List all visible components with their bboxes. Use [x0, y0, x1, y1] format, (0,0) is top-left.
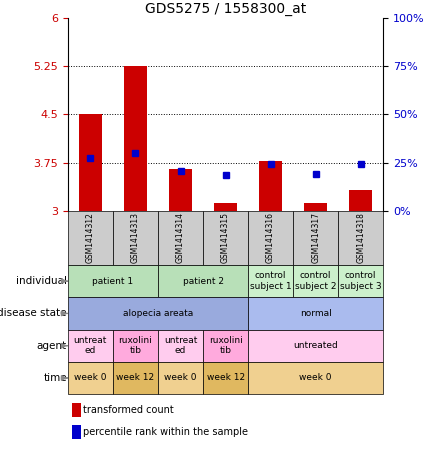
Bar: [169, 169, 192, 211]
Text: control
subject 3: control subject 3: [340, 271, 381, 291]
Text: percentile rank within the sample: percentile rank within the sample: [83, 427, 248, 437]
Text: GSM1414313: GSM1414313: [131, 212, 140, 263]
Bar: [72, 425, 81, 439]
FancyBboxPatch shape: [68, 211, 113, 265]
Text: week 12: week 12: [206, 373, 245, 382]
Text: week 0: week 0: [74, 373, 107, 382]
FancyBboxPatch shape: [113, 330, 158, 362]
Bar: [72, 403, 81, 417]
Text: untreated: untreated: [293, 341, 338, 350]
FancyBboxPatch shape: [68, 265, 158, 297]
FancyBboxPatch shape: [158, 362, 203, 394]
Title: GDS5275 / 1558300_at: GDS5275 / 1558300_at: [145, 2, 306, 16]
Text: week 12: week 12: [117, 373, 155, 382]
FancyBboxPatch shape: [158, 211, 203, 265]
Text: disease state: disease state: [0, 308, 67, 318]
FancyBboxPatch shape: [113, 211, 158, 265]
Bar: [79, 115, 102, 211]
Text: GSM1414315: GSM1414315: [221, 212, 230, 263]
FancyBboxPatch shape: [248, 297, 383, 330]
Text: alopecia areata: alopecia areata: [123, 309, 193, 318]
FancyBboxPatch shape: [338, 211, 383, 265]
Text: untreat
ed: untreat ed: [164, 336, 197, 356]
Bar: [214, 203, 237, 211]
FancyBboxPatch shape: [203, 211, 248, 265]
Text: week 0: week 0: [164, 373, 197, 382]
Bar: [124, 66, 147, 211]
Text: control
subject 1: control subject 1: [250, 271, 291, 291]
Text: agent: agent: [37, 341, 67, 351]
FancyBboxPatch shape: [248, 211, 293, 265]
FancyBboxPatch shape: [68, 362, 113, 394]
Text: time: time: [43, 373, 67, 383]
Text: untreat
ed: untreat ed: [74, 336, 107, 356]
FancyBboxPatch shape: [293, 265, 338, 297]
Text: GSM1414318: GSM1414318: [356, 212, 365, 263]
Text: patient 1: patient 1: [92, 277, 134, 286]
FancyBboxPatch shape: [338, 265, 383, 297]
Text: individual: individual: [16, 276, 67, 286]
FancyBboxPatch shape: [248, 362, 383, 394]
FancyBboxPatch shape: [293, 211, 338, 265]
Text: ruxolini
tib: ruxolini tib: [119, 336, 152, 356]
FancyBboxPatch shape: [248, 330, 383, 362]
Bar: [259, 161, 282, 211]
FancyBboxPatch shape: [113, 362, 158, 394]
Text: GSM1414316: GSM1414316: [266, 212, 275, 263]
Text: patient 2: patient 2: [183, 277, 223, 286]
Text: GSM1414314: GSM1414314: [176, 212, 185, 263]
Text: normal: normal: [300, 309, 332, 318]
FancyBboxPatch shape: [68, 297, 248, 330]
Bar: [350, 190, 372, 211]
Text: ruxolini
tib: ruxolini tib: [208, 336, 243, 356]
FancyBboxPatch shape: [68, 330, 113, 362]
Text: control
subject 2: control subject 2: [295, 271, 336, 291]
FancyBboxPatch shape: [158, 330, 203, 362]
Text: transformed count: transformed count: [83, 405, 173, 415]
FancyBboxPatch shape: [248, 265, 293, 297]
Text: week 0: week 0: [300, 373, 332, 382]
Text: GSM1414312: GSM1414312: [86, 212, 95, 263]
FancyBboxPatch shape: [203, 362, 248, 394]
FancyBboxPatch shape: [158, 265, 248, 297]
Text: GSM1414317: GSM1414317: [311, 212, 320, 263]
FancyBboxPatch shape: [203, 330, 248, 362]
Bar: [304, 203, 327, 211]
